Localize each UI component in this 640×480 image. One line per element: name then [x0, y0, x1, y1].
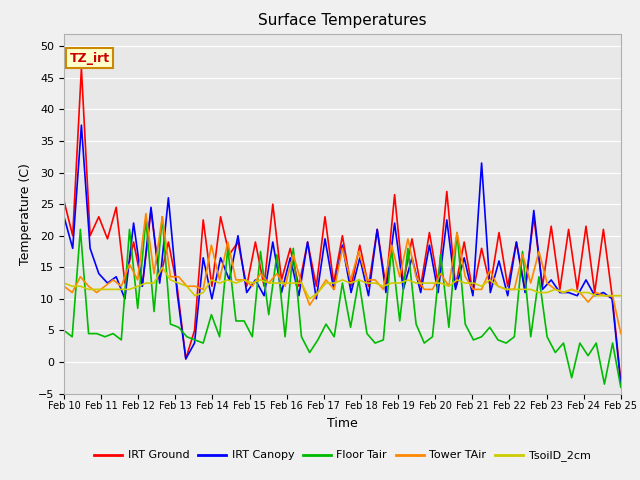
- Tower TAir: [101, 283, 109, 289]
- Floor Tair: [617, 384, 625, 390]
- Text: TZ_irt: TZ_irt: [70, 51, 109, 65]
- Tower TAir: [609, 293, 616, 299]
- IRT Ground: [60, 198, 68, 204]
- IRT Ground: [600, 227, 607, 232]
- Line: Floor Tair: Floor Tair: [64, 217, 621, 387]
- IRT Canopy: [234, 233, 242, 239]
- IRT Ground: [77, 65, 85, 71]
- IRT Ground: [617, 378, 625, 384]
- TsoilD_2cm: [306, 296, 314, 302]
- Tower TAir: [257, 271, 264, 276]
- IRT Canopy: [600, 289, 607, 295]
- IRT Ground: [356, 242, 364, 248]
- IRT Canopy: [304, 239, 312, 245]
- Tower TAir: [60, 283, 68, 289]
- TsoilD_2cm: [609, 293, 616, 299]
- Floor Tair: [257, 249, 264, 254]
- Floor Tair: [101, 334, 109, 340]
- Line: Tower TAir: Tower TAir: [64, 214, 621, 334]
- Y-axis label: Temperature (C): Temperature (C): [19, 163, 33, 264]
- Floor Tair: [609, 340, 616, 346]
- Line: TsoilD_2cm: TsoilD_2cm: [64, 267, 621, 299]
- Tower TAir: [617, 331, 625, 336]
- Tower TAir: [175, 274, 182, 280]
- IRT Canopy: [547, 277, 555, 283]
- TsoilD_2cm: [502, 287, 510, 292]
- Line: IRT Canopy: IRT Canopy: [64, 125, 621, 384]
- IRT Ground: [200, 217, 207, 223]
- TsoilD_2cm: [396, 280, 404, 286]
- Floor Tair: [159, 214, 166, 220]
- IRT Canopy: [77, 122, 85, 128]
- Tower TAir: [248, 283, 256, 289]
- TsoilD_2cm: [159, 264, 166, 270]
- IRT Ground: [304, 239, 312, 245]
- X-axis label: Time: Time: [327, 417, 358, 430]
- Line: IRT Ground: IRT Ground: [64, 68, 621, 381]
- Title: Surface Temperatures: Surface Temperatures: [258, 13, 427, 28]
- IRT Canopy: [356, 255, 364, 261]
- Tower TAir: [142, 211, 150, 216]
- TsoilD_2cm: [60, 280, 68, 286]
- Floor Tair: [248, 334, 256, 340]
- Floor Tair: [60, 327, 68, 333]
- TsoilD_2cm: [175, 280, 182, 286]
- IRT Canopy: [60, 214, 68, 220]
- Legend: IRT Ground, IRT Canopy, Floor Tair, Tower TAir, TsoilD_2cm: IRT Ground, IRT Canopy, Floor Tair, Towe…: [90, 446, 595, 466]
- IRT Canopy: [200, 255, 207, 261]
- Floor Tair: [175, 324, 182, 330]
- TsoilD_2cm: [150, 280, 158, 286]
- IRT Ground: [234, 239, 242, 245]
- TsoilD_2cm: [617, 293, 625, 299]
- IRT Canopy: [617, 381, 625, 387]
- IRT Ground: [547, 223, 555, 229]
- Tower TAir: [388, 242, 396, 248]
- Floor Tair: [388, 245, 396, 251]
- TsoilD_2cm: [101, 287, 109, 292]
